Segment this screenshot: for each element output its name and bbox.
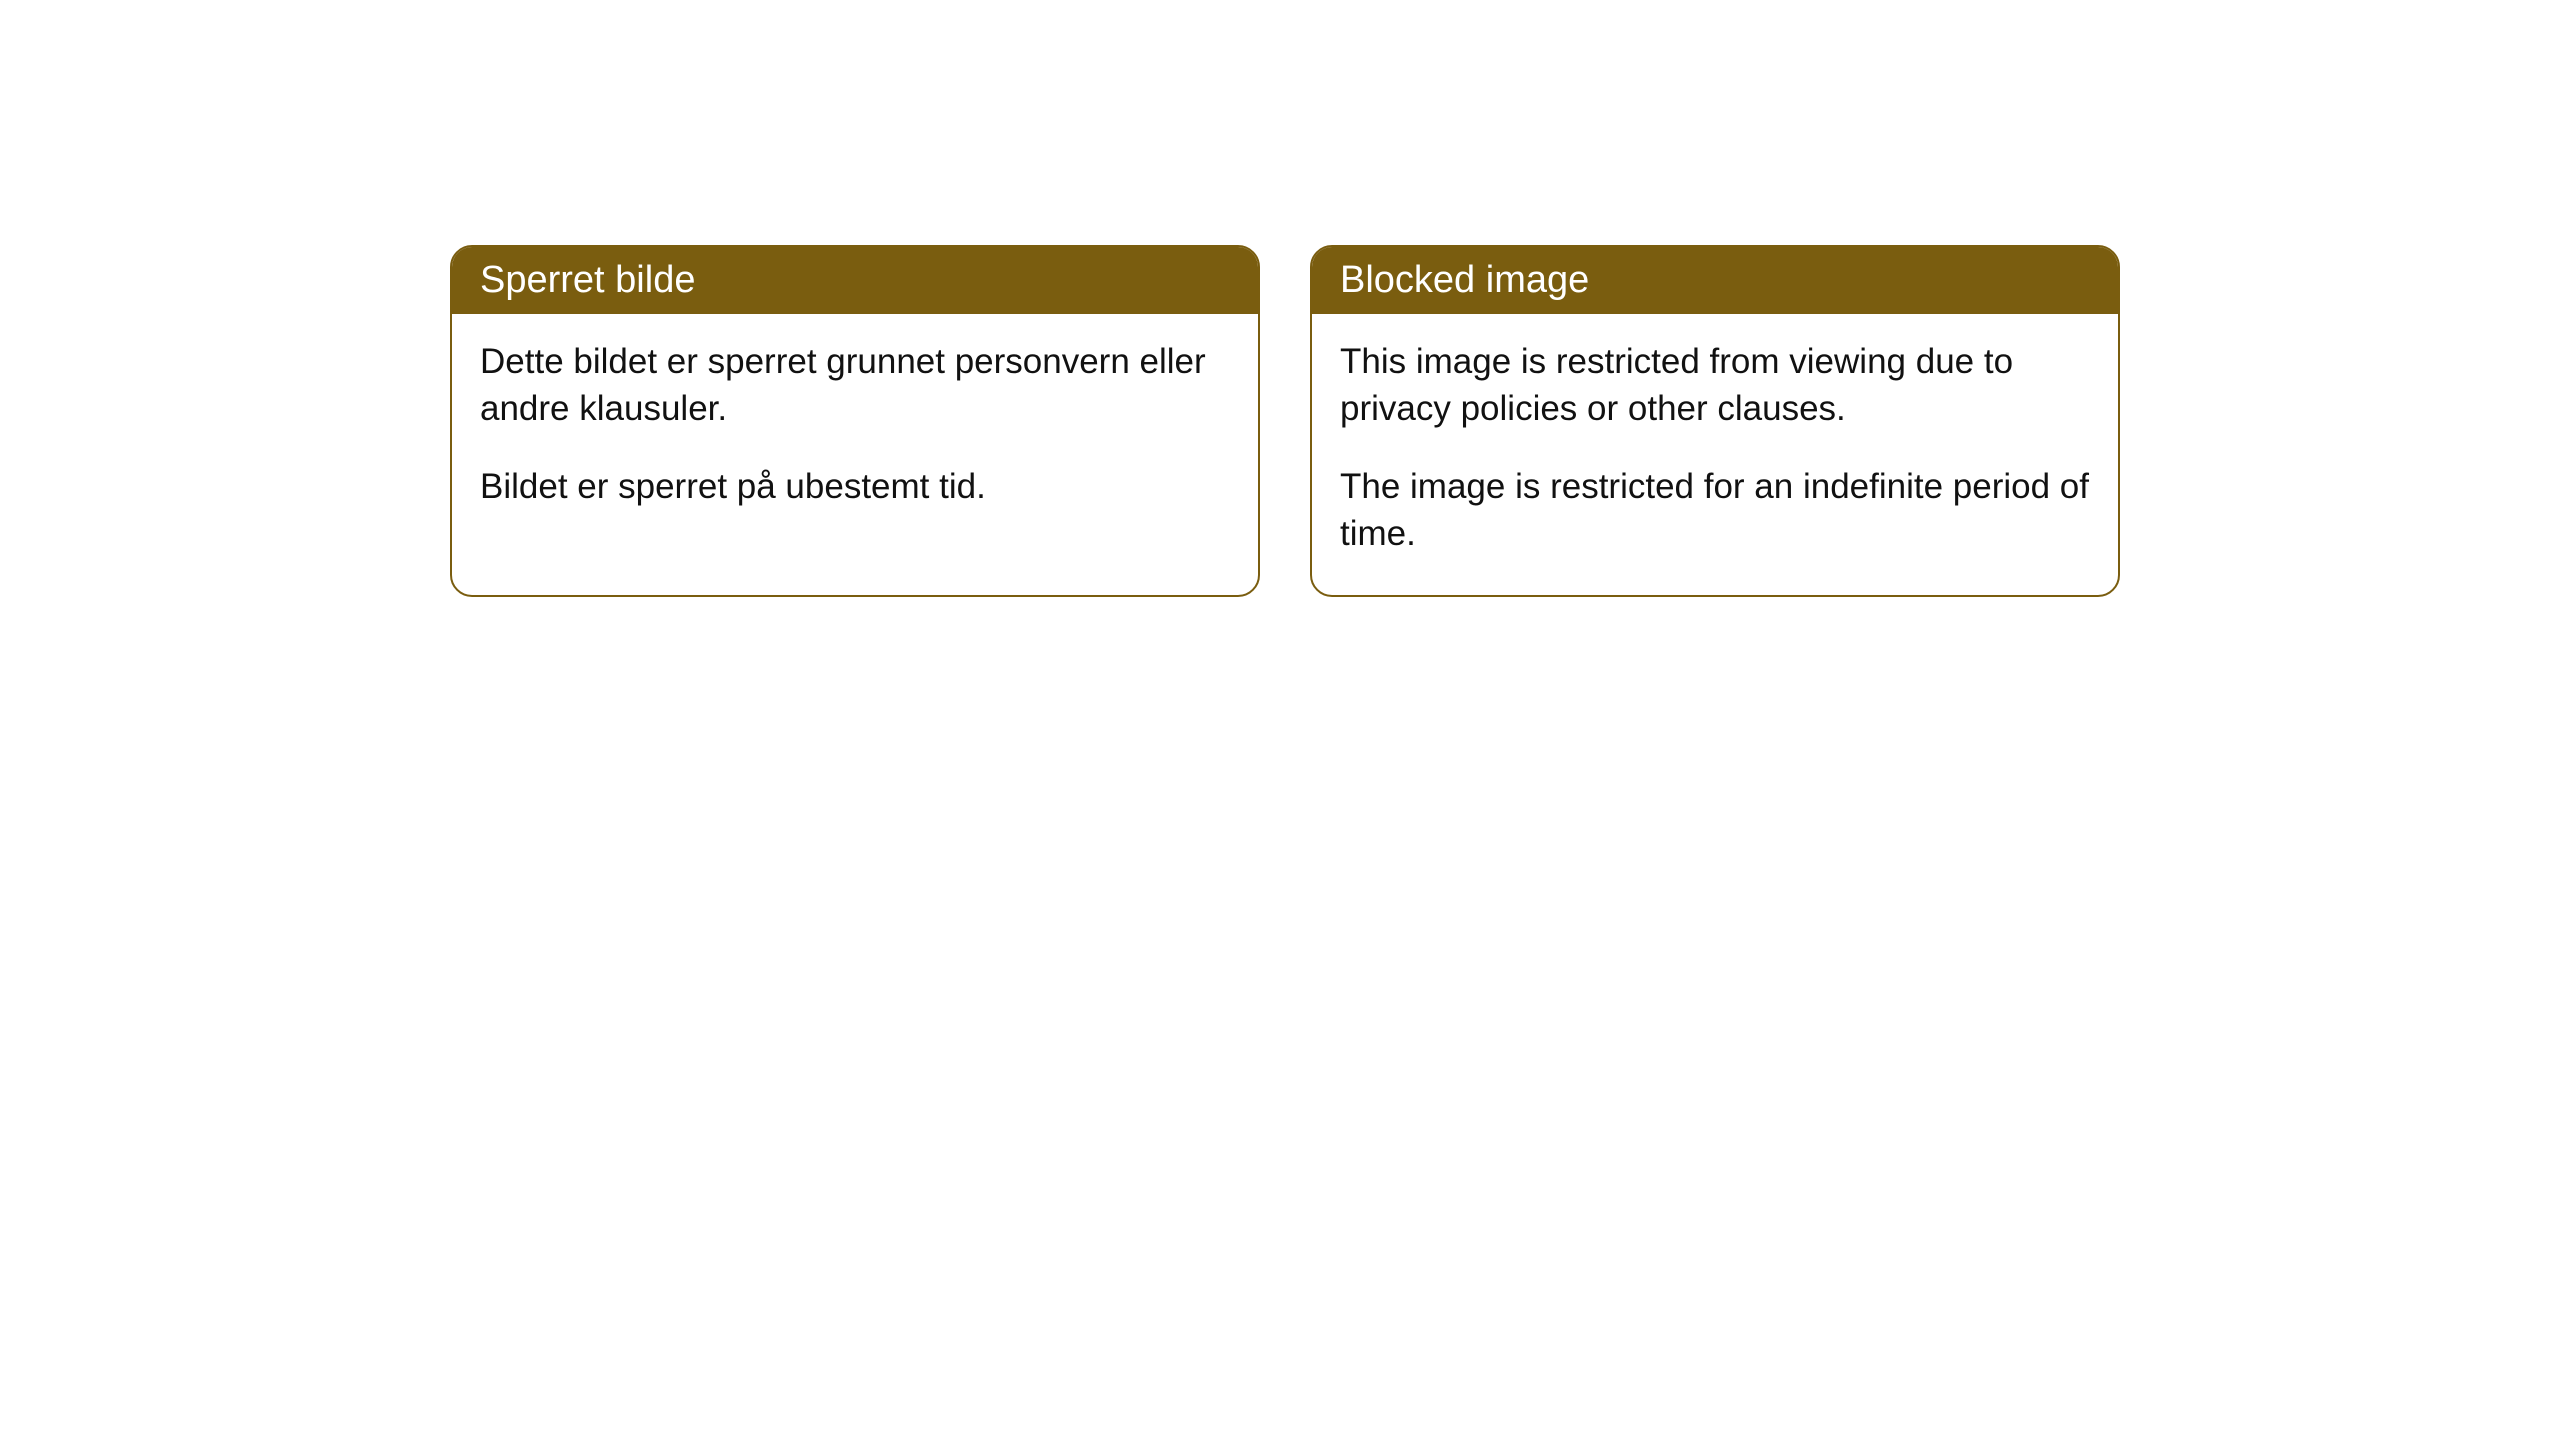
notice-cards-container: Sperret bilde Dette bildet er sperret gr… <box>450 245 2120 597</box>
card-body: Dette bildet er sperret grunnet personve… <box>452 314 1258 548</box>
card-paragraph: Bildet er sperret på ubestemt tid. <box>480 463 1230 510</box>
card-header: Blocked image <box>1312 247 2118 314</box>
notice-card-norwegian: Sperret bilde Dette bildet er sperret gr… <box>450 245 1260 597</box>
card-header: Sperret bilde <box>452 247 1258 314</box>
notice-card-english: Blocked image This image is restricted f… <box>1310 245 2120 597</box>
card-paragraph: The image is restricted for an indefinit… <box>1340 463 2090 558</box>
card-paragraph: This image is restricted from viewing du… <box>1340 338 2090 433</box>
card-body: This image is restricted from viewing du… <box>1312 314 2118 595</box>
card-paragraph: Dette bildet er sperret grunnet personve… <box>480 338 1230 433</box>
